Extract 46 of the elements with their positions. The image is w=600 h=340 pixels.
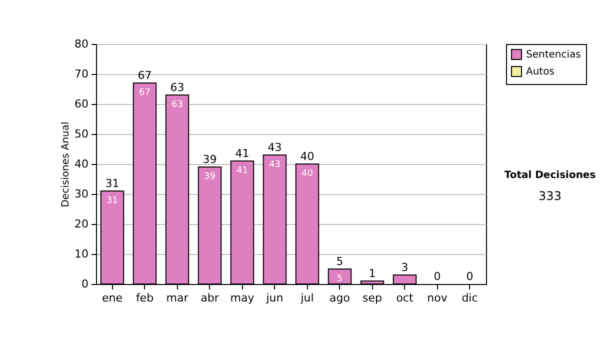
total-label: 31: [105, 177, 120, 190]
data-label: 39: [204, 172, 216, 182]
text: Total Decisiones: [503, 170, 597, 181]
data-label: 41: [236, 166, 248, 176]
x-tick-label: abr: [200, 292, 220, 304]
total-label: 43: [268, 141, 282, 154]
total-label: 63: [170, 81, 184, 94]
data-label: 63: [172, 100, 183, 110]
x-tick-label: ene: [102, 292, 123, 304]
y-axis-title: Decisiones Anual: [60, 122, 72, 208]
y-tick-label: 30: [74, 188, 88, 200]
total-label: 40: [300, 150, 314, 163]
data-label: 43: [269, 160, 280, 170]
total-label: 0: [466, 270, 474, 283]
x-tick-label: dic: [462, 292, 478, 304]
legend-label: Autos: [526, 66, 554, 78]
x-tick-label: nov: [427, 292, 448, 304]
x-tick-label: ago: [330, 292, 350, 304]
y-tick-label: 50: [74, 128, 88, 140]
y-tick-label: 20: [74, 218, 88, 230]
total-label: 67: [138, 69, 152, 82]
total-label: 5: [336, 255, 344, 268]
data-label: 31: [106, 196, 118, 206]
x-tick-label: jun: [265, 292, 284, 304]
x-tick-label: jul: [300, 292, 314, 304]
total-label: 3: [401, 261, 408, 274]
y-tick-label: 10: [74, 248, 88, 260]
y-tick-label: 40: [74, 158, 88, 170]
x-tick-label: may: [230, 292, 255, 304]
y-tick-label: 0: [82, 278, 88, 290]
total-label: 41: [235, 147, 250, 160]
x-tick-label: feb: [136, 292, 154, 304]
total-label: 0: [434, 270, 441, 283]
data-label: 67: [139, 88, 150, 98]
y-tick-label: 60: [74, 98, 88, 110]
y-tick-label: 70: [74, 68, 88, 80]
text: 333: [538, 189, 562, 203]
legend-label: Sentencias: [526, 50, 581, 60]
x-tick-label: oct: [396, 292, 414, 304]
total-label: 39: [202, 153, 217, 166]
x-tick-label: mar: [166, 292, 189, 304]
y-tick-label: 80: [74, 38, 88, 50]
data-label: 40: [302, 169, 314, 179]
x-tick-label: sep: [362, 292, 382, 304]
total-label: 1: [368, 267, 376, 280]
data-label: 5: [336, 274, 343, 284]
